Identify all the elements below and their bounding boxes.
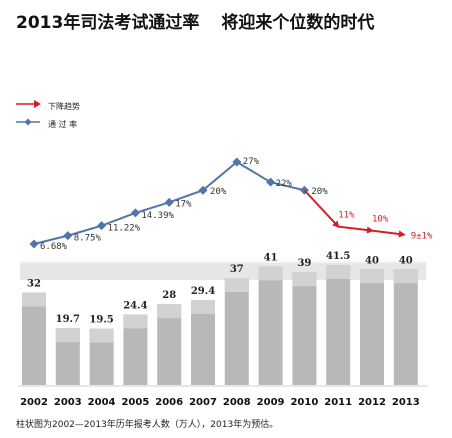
bar-value-label-2010: 39 [297,258,311,269]
x-tick-label-2003: 2003 [54,397,82,408]
pass-rate-label-2010: 20% [311,187,328,197]
bar-2007 [191,299,215,385]
bar-value-label-2008: 37 [230,264,244,275]
pass-rate-point-2006 [164,197,174,207]
decline-label-2011: 11% [338,211,355,221]
bar-2011 [326,265,351,385]
bar-value-label-2006: 28 [162,290,176,301]
pass-rate-label-2009: 22% [276,179,293,189]
bar-2010 [292,272,317,385]
bar-value-label-2012: 40 [365,255,379,266]
x-tick-label-2009: 2009 [257,397,285,408]
x-tick-label-2012: 2012 [358,397,386,408]
decline-arrow-2011 [332,220,340,229]
pass-rate-label-2004: 11.22% [108,224,141,234]
bar-top-2007 [191,299,215,314]
pass-rate-point-2007 [198,185,208,195]
chart-headline: 2013年司法考试通过率 将迎来个位数的时代 [16,8,374,33]
decline-label-2013: 9±1% [411,232,433,242]
bar-top-2004 [89,328,114,343]
headline-title: 2013年司法考试通过率 [16,13,200,33]
pass-rate-point-2008 [232,157,242,167]
chart-footnote: 柱状图为2002—2013年历年报考人数（万人），2013年为预估。 [16,420,279,430]
pass-rate-label-2002: 6.68% [40,242,68,252]
legend-decline-label: 下降趋势 [48,102,80,111]
decline-line [303,189,404,236]
bar-top-2008 [224,278,249,293]
bar-2009 [258,266,283,385]
bar-top-2012 [360,269,384,284]
decline-arrow-2012 [366,226,374,234]
decline-label-2012: 10% [372,215,389,225]
x-tick-label-2013: 2013 [392,397,420,408]
pass-rate-label-2007: 20% [210,187,227,197]
bar-value-label-2002: 32 [27,278,41,289]
pass-rate-label-2005: 14.39% [141,211,174,221]
pass-rate-point-2002 [29,239,39,249]
bar-2002 [22,292,46,385]
pass-rate-point-2004 [97,221,107,231]
headline-subtitle: 将迎来个位数的时代 [221,13,375,33]
x-tick-label-2006: 2006 [155,397,183,408]
bar-2012 [360,269,384,385]
pass-rate-point-2009 [266,177,276,187]
bar-top-2010 [292,272,317,287]
bar-value-label-2005: 24.4 [123,300,147,311]
pass-rate-label-2003: 8.75% [74,234,102,244]
x-tick-label-2004: 2004 [88,397,116,408]
decline-arrow-2013 [398,230,406,238]
x-tick-label-2010: 2010 [290,397,318,408]
bar-value-label-2007: 29.4 [191,286,215,297]
x-tick-label-2002: 2002 [20,397,48,408]
bar-area-band [20,262,426,280]
bar-value-label-2013: 40 [399,255,413,266]
x-tick-label-2007: 2007 [189,397,217,408]
x-tick-label-2008: 2008 [223,397,251,408]
bar-top-2003 [55,328,80,343]
bar-value-label-2003: 19.7 [56,314,80,325]
bar-2013 [393,269,418,385]
bar-value-label-2009: 41 [264,252,278,263]
bar-2008 [224,278,249,385]
legend-decline-swatch [16,100,41,108]
bar-top-2013 [393,269,418,284]
legend-pass-rate-label: 通 过 率 [48,120,78,129]
pass-rate-point-2005 [130,208,140,218]
bar-value-label-2011: 41.5 [326,251,350,262]
legend-pass-rate-swatch [16,118,40,126]
bar-top-2009 [258,266,283,281]
bar-2005 [123,314,148,385]
pass-rate-label-2006: 17% [175,199,192,209]
x-tick-label-2011: 2011 [324,397,352,408]
bar-top-2011 [326,265,351,279]
x-tick-label-2005: 2005 [121,397,149,408]
bar-top-2006 [157,304,182,319]
pass-rate-point-2003 [63,231,73,241]
bar-value-label-2004: 19.5 [89,315,113,326]
bar-top-2005 [123,314,148,329]
pass-rate-label-2008: 27% [243,157,260,167]
bar-top-2002 [22,292,46,307]
